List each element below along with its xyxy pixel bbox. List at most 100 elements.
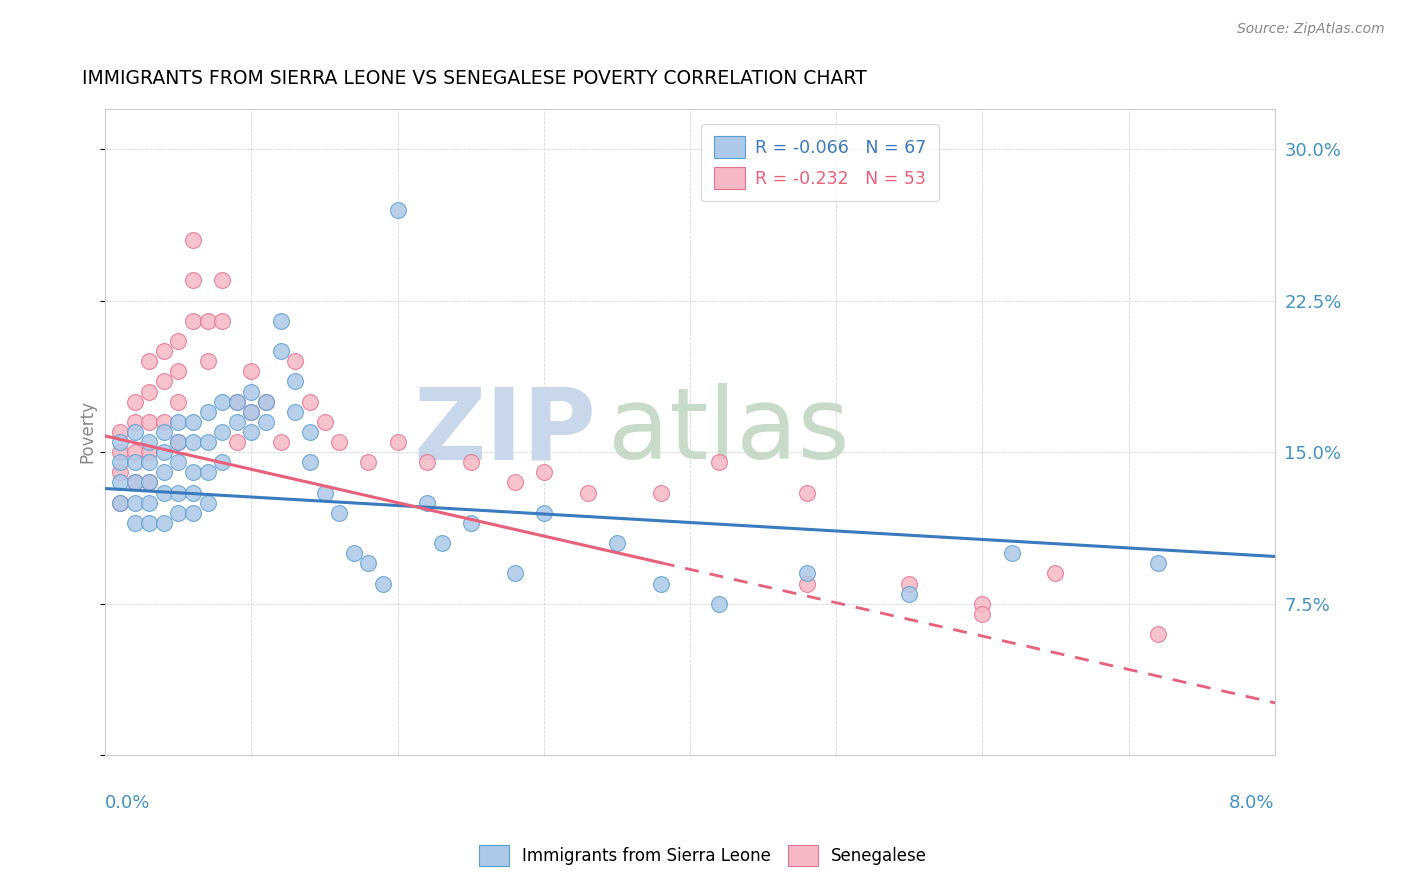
Point [181,485,204,500]
Point [167,394,190,409]
Point [898,576,921,591]
Point [167,506,190,520]
Point [328,435,350,450]
Point [181,466,204,480]
Point [167,364,190,378]
Point [460,516,482,530]
Point [416,455,439,469]
Point [254,415,277,429]
Point [650,485,672,500]
Point [533,466,555,480]
Point [240,425,263,439]
Point [796,566,818,581]
Point [108,455,131,469]
Point [211,273,233,287]
Point [328,506,350,520]
Point [270,435,292,450]
Point [298,425,321,439]
Point [124,445,146,459]
Point [138,475,160,490]
Point [430,536,453,550]
Point [796,485,818,500]
Point [124,455,146,469]
Point [152,485,174,500]
Point [225,394,247,409]
Point [972,597,994,611]
Point [138,445,160,459]
Point [138,384,160,399]
Point [152,516,174,530]
Point [197,496,219,510]
Point [108,466,131,480]
Point [181,506,204,520]
Point [225,435,247,450]
Point [138,496,160,510]
Point [270,344,292,359]
Point [240,384,263,399]
Point [314,485,336,500]
Point [225,415,247,429]
Point [152,466,174,480]
Point [167,485,190,500]
Point [270,314,292,328]
Point [152,445,174,459]
Point [152,425,174,439]
Point [124,516,146,530]
Point [108,475,131,490]
Point [972,607,994,621]
Point [796,576,818,591]
Point [108,435,131,450]
Point [152,415,174,429]
Point [225,394,247,409]
Point [898,587,921,601]
Point [1000,546,1022,560]
Point [124,475,146,490]
Point [197,314,219,328]
Point [138,435,160,450]
Text: IMMIGRANTS FROM SIERRA LEONE VS SENEGALESE POVERTY CORRELATION CHART: IMMIGRANTS FROM SIERRA LEONE VS SENEGALE… [82,69,866,87]
Point [138,354,160,368]
Point [211,394,233,409]
Text: ZIP: ZIP [413,384,596,481]
Point [124,394,146,409]
Point [181,435,204,450]
Legend: R = -0.066   N = 67, R = -0.232   N = 53: R = -0.066 N = 67, R = -0.232 N = 53 [702,124,939,202]
Point [460,455,482,469]
Point [138,455,160,469]
Point [357,455,380,469]
Point [240,405,263,419]
Point [152,344,174,359]
Point [298,394,321,409]
Point [108,496,131,510]
Y-axis label: Poverty: Poverty [79,401,96,464]
Point [576,485,599,500]
Point [284,375,307,389]
Point [371,576,394,591]
Point [197,435,219,450]
Point [108,425,131,439]
Point [108,445,131,459]
Text: Source: ZipAtlas.com: Source: ZipAtlas.com [1237,22,1385,37]
Point [416,496,439,510]
Point [343,546,366,560]
Point [240,405,263,419]
Point [124,415,146,429]
Point [124,475,146,490]
Point [503,566,526,581]
Point [254,394,277,409]
Point [167,455,190,469]
Point [167,334,190,348]
Text: 0.0%: 0.0% [105,794,150,812]
Point [197,466,219,480]
Point [1146,557,1168,571]
Point [284,354,307,368]
Point [240,364,263,378]
Point [1045,566,1067,581]
Point [108,496,131,510]
Point [709,455,731,469]
Point [181,273,204,287]
Point [124,425,146,439]
Point [211,314,233,328]
Point [138,516,160,530]
Point [709,597,731,611]
